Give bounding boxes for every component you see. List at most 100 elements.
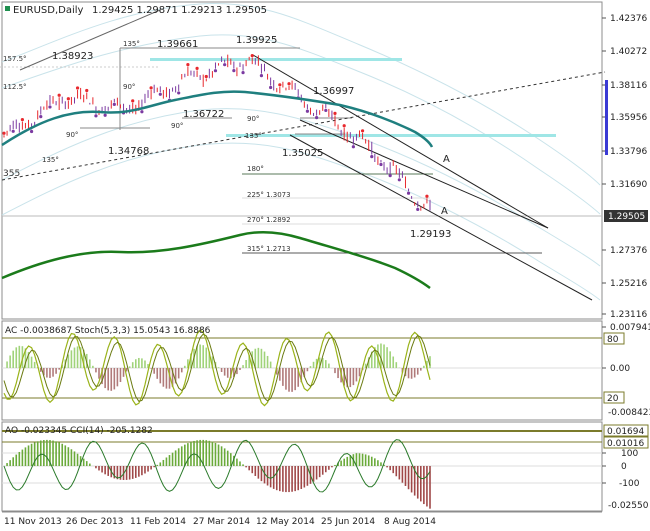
ac-bar <box>233 368 235 377</box>
ac-bar <box>380 343 382 368</box>
ac-bar <box>52 368 54 377</box>
ao-bar <box>165 457 168 466</box>
label-90-c: 90° <box>171 122 183 130</box>
ac-bar <box>300 368 303 383</box>
ac-bar <box>282 368 284 386</box>
ao-bar <box>389 466 391 471</box>
ac-bar <box>236 368 238 375</box>
ac-bar <box>30 356 33 368</box>
ao-bar <box>171 452 174 466</box>
ac-bar <box>423 365 425 368</box>
ac-bar <box>429 356 431 368</box>
fractal-dot <box>140 110 144 114</box>
ac-bar <box>328 363 330 368</box>
ac-bar <box>76 346 79 368</box>
ac-bar <box>386 347 388 368</box>
ao-panel-title: AO -0.023345 CCI(14) -205.1282 <box>5 426 153 436</box>
fib-zone-upper <box>150 58 402 61</box>
ac-bar <box>321 357 324 368</box>
ac-bar <box>116 368 119 387</box>
ao-bar <box>21 449 24 466</box>
ac-bar <box>263 351 266 368</box>
ao-bar <box>257 466 260 479</box>
ac-bar <box>122 368 125 377</box>
ao-bar <box>300 466 303 489</box>
price-tick-6: 1.31690 <box>610 180 647 190</box>
ao-bar <box>174 450 177 466</box>
price-tick-4: 1.35956 <box>610 113 647 123</box>
ac-bar <box>134 359 137 368</box>
ac-bar <box>150 368 152 369</box>
ao-bar <box>73 451 76 466</box>
ac-bar <box>125 368 128 372</box>
label-90-a: 90° <box>123 83 135 91</box>
fractal-dot <box>397 178 401 182</box>
fractal-dot <box>66 97 70 101</box>
ac-bar <box>392 356 395 368</box>
price-tick-1: 1.42376 <box>610 14 647 24</box>
ac-bar <box>367 357 370 368</box>
ac-bar <box>275 368 278 375</box>
ao-bar <box>125 466 128 480</box>
date-label-3: 11 Feb 2014 <box>130 517 186 527</box>
ao-bar <box>260 466 263 482</box>
envelope-bands <box>1 3 601 301</box>
date-label-2: 26 Dec 2013 <box>66 517 124 527</box>
ao-bar <box>43 440 45 466</box>
ac-bar <box>324 360 327 368</box>
fractal-dot <box>75 86 80 90</box>
ao-bar <box>70 449 73 466</box>
ao-bar <box>134 466 137 478</box>
ac-bar <box>266 355 269 368</box>
ac-bar <box>24 348 27 368</box>
ao-bar <box>190 441 192 466</box>
ac-bar <box>229 368 232 379</box>
ac-bar <box>239 368 241 370</box>
ma-fast-line <box>1 90 434 148</box>
ac-axis-zero: 0.00 <box>610 364 630 374</box>
ao-bar <box>113 466 116 479</box>
ac-bar <box>79 347 82 368</box>
ac-bar <box>352 368 355 386</box>
ao-bar <box>159 462 162 466</box>
ao-bar <box>364 454 367 466</box>
ao-bar <box>423 466 425 505</box>
ao-histogram <box>6 439 431 509</box>
ao-bar <box>288 466 290 493</box>
label-225: 225° 1.3073 <box>247 191 291 199</box>
fractal-dot <box>158 92 162 96</box>
ao-bar <box>98 466 100 471</box>
ao-bar <box>236 458 238 466</box>
ao-bar <box>367 455 370 466</box>
ao-bar <box>153 466 155 468</box>
ao-bar <box>144 466 146 474</box>
ao-bar <box>407 466 410 490</box>
title-flag-icon <box>5 6 10 11</box>
ao-bar <box>377 460 379 466</box>
ma-slow-line <box>1 230 431 290</box>
ao-bar <box>85 461 88 466</box>
ao-bar <box>9 460 11 466</box>
ac-bar <box>110 368 113 391</box>
date-label-6: 25 Jun 2014 <box>321 517 375 527</box>
ac-bar <box>312 361 315 368</box>
ac-bar <box>21 346 24 368</box>
ao-bar <box>205 440 208 466</box>
chart-title: EURUSD,Daily 1.29425 1.29871 1.29213 1.2… <box>5 5 267 16</box>
fractal-dot <box>2 131 6 135</box>
ac-bar <box>309 366 312 368</box>
fractal-dot <box>232 69 236 73</box>
fractal-dot <box>39 114 43 119</box>
ac-bar <box>383 344 385 368</box>
ao-bar <box>119 466 122 480</box>
ao-cci-panel: AO -0.023345 CCI(14) -205.1282 0.01694 0… <box>2 424 649 511</box>
fractal-dot <box>351 145 355 149</box>
gann-lines <box>19 9 352 135</box>
ac-bar <box>67 354 70 368</box>
ao-bar <box>318 466 321 478</box>
ac-bar <box>9 355 11 368</box>
ac-bar <box>288 368 290 392</box>
ao-axis-2: 0.01016 <box>607 439 644 449</box>
ac-bar <box>6 361 8 368</box>
ac-bar <box>303 368 306 377</box>
